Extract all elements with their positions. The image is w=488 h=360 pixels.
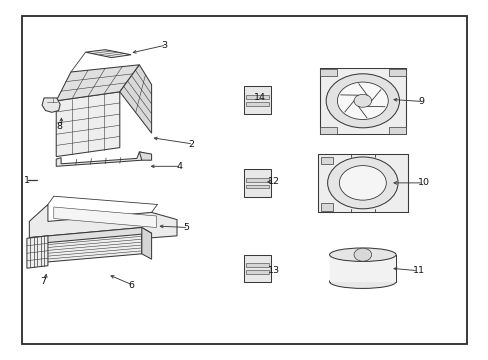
Polygon shape <box>56 92 120 157</box>
Text: 1: 1 <box>23 176 29 185</box>
Circle shape <box>327 157 397 209</box>
Polygon shape <box>139 152 151 160</box>
Bar <box>320 127 337 134</box>
Text: 10: 10 <box>417 179 429 188</box>
Bar <box>245 185 269 188</box>
Polygon shape <box>27 236 48 268</box>
Circle shape <box>353 248 371 261</box>
Bar <box>245 102 269 105</box>
Text: 14: 14 <box>254 94 266 103</box>
Polygon shape <box>54 207 156 228</box>
Bar <box>388 127 405 134</box>
Bar <box>245 178 269 181</box>
Ellipse shape <box>329 275 395 288</box>
Polygon shape <box>42 98 60 112</box>
Polygon shape <box>56 65 139 101</box>
Ellipse shape <box>329 248 395 261</box>
Bar <box>245 95 269 99</box>
Polygon shape <box>29 228 142 264</box>
Polygon shape <box>142 228 151 259</box>
Polygon shape <box>320 68 405 134</box>
Polygon shape <box>120 65 151 133</box>
Polygon shape <box>29 228 151 243</box>
Bar <box>244 86 271 114</box>
Circle shape <box>353 94 371 107</box>
Text: 12: 12 <box>267 177 280 186</box>
Circle shape <box>325 74 399 128</box>
Bar <box>388 69 405 76</box>
Bar <box>320 69 337 76</box>
Circle shape <box>339 166 386 200</box>
Text: 4: 4 <box>176 162 182 171</box>
Polygon shape <box>56 152 144 166</box>
Bar <box>245 270 269 274</box>
Bar <box>329 255 395 282</box>
Text: 2: 2 <box>188 140 194 149</box>
Text: 3: 3 <box>161 41 167 50</box>
Polygon shape <box>317 154 407 212</box>
Bar <box>321 157 333 164</box>
Text: 6: 6 <box>128 281 134 289</box>
Text: 5: 5 <box>183 223 189 232</box>
Circle shape <box>337 82 387 120</box>
Bar <box>244 169 271 197</box>
Text: 7: 7 <box>40 277 46 286</box>
Text: 8: 8 <box>56 122 62 131</box>
Text: 9: 9 <box>417 97 423 106</box>
Bar <box>245 263 269 267</box>
Text: 11: 11 <box>412 266 425 275</box>
Bar <box>321 203 333 211</box>
Bar <box>244 255 271 282</box>
Polygon shape <box>29 204 177 246</box>
Text: 13: 13 <box>267 266 280 275</box>
Polygon shape <box>85 50 131 58</box>
